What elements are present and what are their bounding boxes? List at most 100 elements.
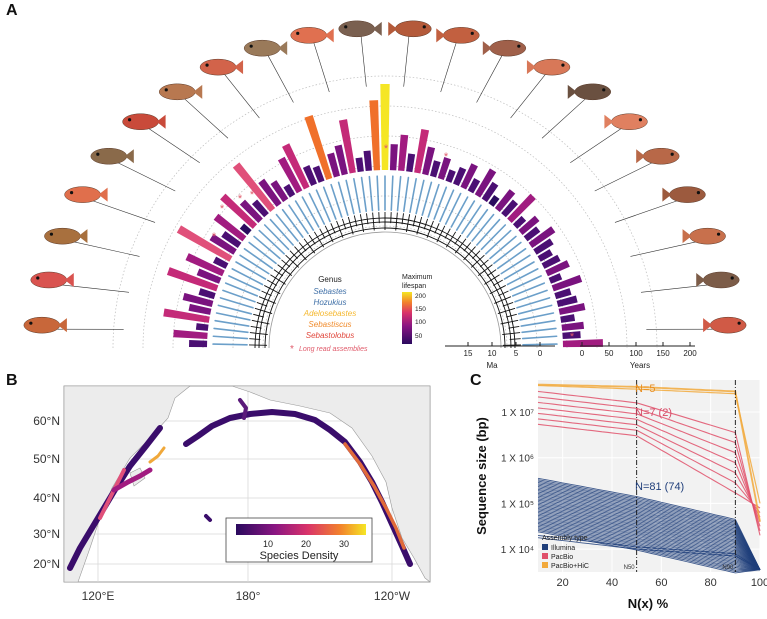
lifespan-bar	[304, 114, 333, 180]
assembly-curve	[537, 513, 761, 571]
tip-label-mark	[222, 289, 256, 303]
fish-body	[533, 58, 571, 76]
lifespan-tick: 150	[415, 306, 426, 313]
chart-reference-lines: N50 N90	[624, 380, 736, 572]
fish-leader-line	[594, 159, 658, 192]
tip-label-mark	[476, 218, 501, 246]
tree-branch	[502, 302, 514, 307]
fish-eye	[249, 44, 253, 48]
tip-label-mark	[444, 192, 462, 225]
tree-branch	[477, 264, 493, 276]
lifespan-bar	[220, 193, 258, 229]
tip-label-mark	[450, 196, 469, 228]
fish-eye	[69, 191, 74, 195]
tip-label-mark	[213, 327, 249, 334]
tip-label-mark	[396, 175, 402, 212]
lifespan-bar	[414, 128, 430, 174]
tip-label-mark	[409, 178, 417, 214]
density-tick: 30	[339, 539, 349, 549]
tip-label-mark	[489, 235, 517, 260]
tip-label-mark	[269, 218, 294, 246]
lifespan-bar	[437, 156, 452, 180]
tip-label-mark	[217, 304, 253, 315]
tip-label-mark	[353, 178, 361, 214]
assembly-curve	[537, 506, 761, 571]
fish-photo	[158, 83, 203, 101]
assembly-curve	[537, 537, 761, 571]
tree-branch	[249, 338, 261, 340]
tree-branch	[277, 264, 293, 276]
legend-swatch-pacbio-hic	[542, 562, 548, 568]
tip-label-mark	[253, 235, 281, 260]
assembly-curve	[537, 487, 761, 570]
lifespan-bar	[494, 189, 516, 212]
panel-a-letter: A	[6, 2, 18, 19]
tip-label-mark	[519, 312, 555, 321]
fish-body	[44, 227, 81, 245]
assembly-curve	[537, 384, 761, 504]
tree-branch	[324, 225, 334, 243]
lifespan-bar	[481, 181, 499, 203]
tree-branch	[378, 212, 380, 224]
fish-eye	[737, 321, 741, 325]
lifespan-colorbar: Maximum lifespan 200 150 100 50	[402, 274, 433, 344]
lifespan-bar	[545, 260, 570, 277]
tree-branch	[359, 214, 365, 233]
tip-label-mark	[294, 200, 315, 231]
tree-branch	[273, 269, 284, 277]
legend-label: Illumina	[551, 545, 575, 552]
tree-branch	[258, 296, 276, 304]
tree-branch	[470, 254, 485, 268]
fish-tail	[57, 318, 67, 333]
assembly-curve	[537, 499, 761, 570]
lifespan-tick: 100	[415, 319, 426, 326]
assembly-curve	[537, 407, 761, 522]
lifespan-bar	[198, 288, 216, 300]
tip-label-mark	[212, 343, 248, 346]
density-bands	[67, 398, 413, 571]
fish-photo	[23, 316, 67, 334]
time-axis-label: Ma	[486, 361, 498, 370]
tip-label-mark	[415, 179, 425, 215]
tree-branch	[330, 223, 336, 234]
lifespan-bar	[221, 230, 242, 248]
fish-body	[90, 147, 128, 165]
fish-tail	[156, 114, 166, 129]
fish-photo	[436, 27, 480, 44]
lifespan-bar	[558, 302, 586, 315]
assembly-curve	[537, 529, 761, 572]
tree-branch	[253, 313, 265, 318]
tip-label-mark	[461, 204, 482, 235]
density-colorbar: 10 20 30 Species Density	[225, 517, 373, 563]
fish-tail	[636, 149, 646, 164]
fish-body	[443, 27, 480, 44]
genus-sebastolobus: Sebastolobus	[306, 331, 354, 340]
fish-leader-line	[640, 283, 718, 293]
kamchatka-density	[238, 398, 248, 420]
lifespan-bar	[501, 199, 519, 218]
fish-leader-line	[265, 52, 294, 103]
tree-branch	[454, 238, 467, 254]
fish-photo	[90, 147, 134, 165]
tip-label-mark	[243, 248, 274, 270]
japan-density	[111, 467, 153, 493]
tree-branch	[412, 215, 417, 227]
fish-photo	[199, 58, 244, 76]
tip-label-mark	[322, 186, 337, 220]
lifespan-colorbar-gradient	[402, 292, 412, 344]
guide-ring	[112, 75, 658, 349]
lat-tick: 40°N	[33, 491, 60, 505]
fish-tail	[64, 272, 74, 287]
lifespan-bar	[239, 223, 252, 235]
assembly-curve	[537, 495, 761, 570]
hawaii-density	[204, 514, 212, 522]
assembly-curve	[537, 531, 761, 574]
tree-branch	[497, 307, 516, 315]
tip-label-mark	[228, 275, 261, 291]
lifespan-bar	[541, 254, 561, 269]
fish-photos	[23, 20, 747, 334]
fish-leader-line	[614, 198, 684, 223]
fish-body	[574, 83, 612, 101]
fish-photo	[682, 227, 726, 245]
lifespan-bar	[556, 295, 578, 307]
